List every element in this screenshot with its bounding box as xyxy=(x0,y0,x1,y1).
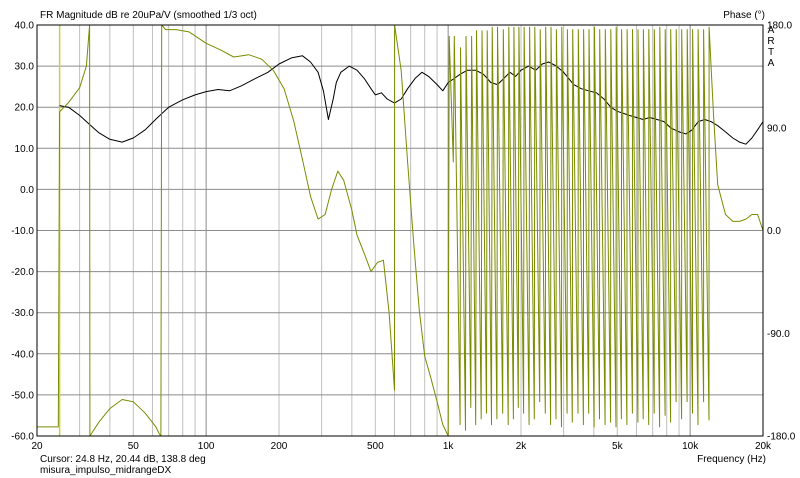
y-tick-label: 20.0 xyxy=(15,103,35,114)
x-tick-label: 5k xyxy=(612,441,624,452)
x-tick-label: 2k xyxy=(516,441,528,452)
y-tick-label: -30.0 xyxy=(11,308,34,319)
y-tick-label: 10.0 xyxy=(15,144,35,155)
arta-brand-label: ARTA xyxy=(767,25,775,69)
y2-tick-label: 90.0 xyxy=(767,123,787,134)
y2-tick-label: 0.0 xyxy=(767,226,781,237)
y2-tick-label: -180.0 xyxy=(767,432,796,443)
y-tick-label: -10.0 xyxy=(11,226,34,237)
y-tick-label: -50.0 xyxy=(11,390,34,401)
y-tick-label: -20.0 xyxy=(11,267,34,278)
chart-title: FR Magnitude dB re 20uPa/V (smoothed 1/3… xyxy=(40,10,257,21)
x-axis-label: Frequency (Hz) xyxy=(697,454,766,465)
x-tick-label: 50 xyxy=(128,441,140,452)
y-tick-label: -40.0 xyxy=(11,349,34,360)
x-tick-label: 1k xyxy=(443,441,455,452)
frequency-axis-ticks: 20 50 100 200 500 1k 2k 5k 10k 20k xyxy=(31,441,772,452)
left-axis-ticks: 40.0 30.0 20.0 10.0 0.0 -10.0 -20.0 -30.0 -40.0 -… xyxy=(11,21,34,443)
x-tick-label: 500 xyxy=(367,441,384,452)
right-axis-ticks: 180.0 90.0 0.0 -90.0 -180.0 xyxy=(767,21,796,443)
y-tick-label: 0.0 xyxy=(20,185,34,196)
y2-tick-label: 180.0 xyxy=(767,21,792,32)
x-tick-label: 100 xyxy=(198,441,215,452)
y-tick-label: -60.0 xyxy=(11,432,34,443)
x-tick-label: 20k xyxy=(755,441,772,452)
phase-series-line xyxy=(37,24,764,437)
cursor-readout: Cursor: 24.8 Hz, 20.44 dB, 138.8 deg xyxy=(40,454,206,465)
series-group xyxy=(37,24,764,437)
grid-lines xyxy=(37,25,763,436)
phase-axis-title: Phase (°) xyxy=(723,10,765,21)
y-tick-label: 40.0 xyxy=(15,21,35,32)
y2-tick-label: -90.0 xyxy=(767,329,790,340)
x-tick-label: 10k xyxy=(682,441,699,452)
measurement-name: misura_impulso_midrangeDX xyxy=(40,465,172,476)
x-tick-label: 20 xyxy=(31,441,43,452)
y-tick-label: 30.0 xyxy=(15,62,35,73)
magnitude-series-line xyxy=(59,55,764,145)
plot-border xyxy=(36,24,764,437)
x-tick-label: 200 xyxy=(271,441,288,452)
